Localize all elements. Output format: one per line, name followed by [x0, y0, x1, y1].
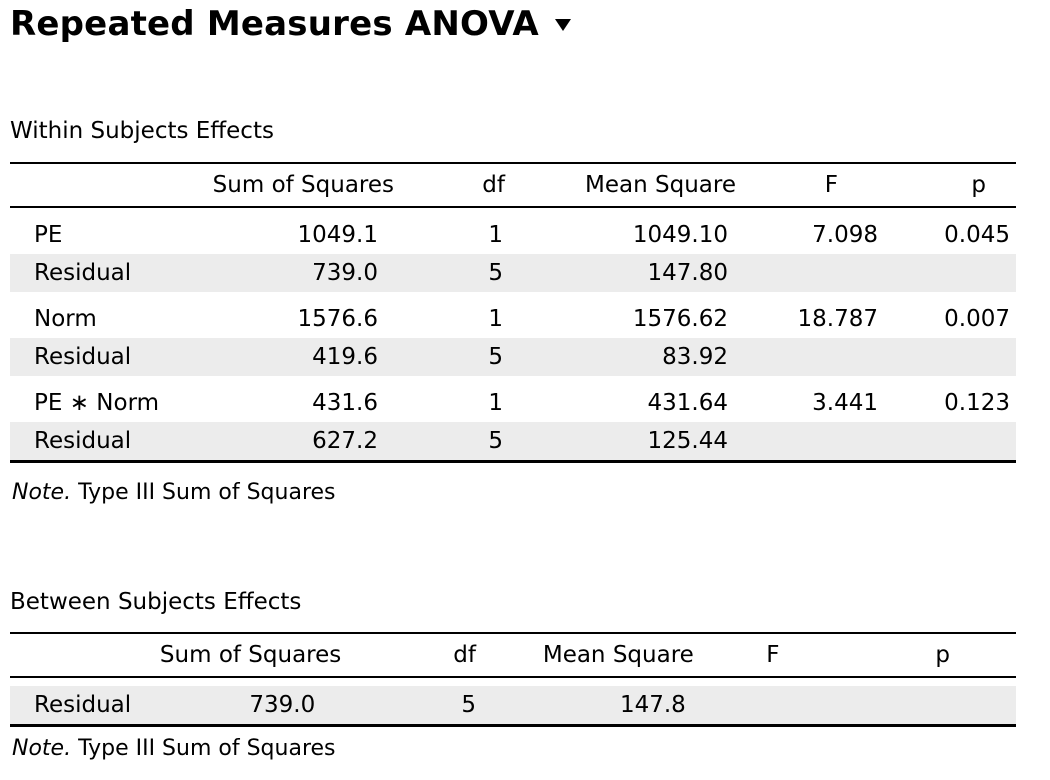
- cell-f: 7.098: [812, 222, 878, 248]
- dropdown-triangle-icon[interactable]: [554, 19, 571, 31]
- title-row: Repeated Measures ANOVA: [10, 2, 571, 46]
- header-mean-square: Mean Square: [475, 632, 694, 678]
- within-table: Sum of Squares df Mean Square F p PE 1049…: [10, 162, 1016, 463]
- cell-p: [878, 338, 1016, 376]
- cell-df: 5: [341, 686, 476, 727]
- table-row: PE ∗ Norm 431.6 1 431.64 3.441 0.123: [10, 384, 1016, 422]
- cell-f: [685, 686, 836, 727]
- cell-ss: 1576.6: [297, 306, 378, 332]
- header-p: p: [878, 162, 1016, 208]
- cell-ss: 419.6: [160, 338, 378, 376]
- cell-f: [728, 254, 878, 292]
- cell-ss: 739.0: [159, 686, 342, 727]
- header-mean-square: Mean Square: [503, 162, 736, 208]
- cell-ms: 1576.62: [632, 306, 728, 332]
- header-case: [10, 162, 160, 208]
- row-spacer: [10, 677, 1016, 686]
- cell-case: PE ∗ Norm: [34, 390, 160, 416]
- cell-p: [835, 686, 1016, 727]
- between-table: Sum of Squares df Mean Square F p Residu…: [10, 632, 1016, 727]
- cell-ss: 739.0: [160, 254, 378, 292]
- table-row: Residual 739.0 5 147.80: [10, 254, 1016, 292]
- cell-p: [878, 254, 1016, 292]
- cell-ms: 125.44: [503, 422, 728, 463]
- header-df: df: [378, 162, 505, 208]
- cell-case: Residual: [10, 254, 160, 292]
- table-row: PE 1049.1 1 1049.10 7.098 0.045: [10, 216, 1016, 254]
- row-spacer: [10, 376, 1016, 384]
- cell-ms: 147.80: [503, 254, 728, 292]
- table-row: Norm 1576.6 1 1576.62 18.787 0.007: [10, 300, 1016, 338]
- cell-ss: 431.6: [312, 390, 378, 416]
- header-case: [10, 632, 160, 678]
- table-row: Residual 627.2 5 125.44: [10, 422, 1016, 463]
- cell-p: 0.123: [944, 390, 1010, 416]
- row-spacer: [10, 292, 1016, 300]
- cell-ms: 1049.10: [632, 222, 728, 248]
- cell-ss: 627.2: [160, 422, 378, 463]
- cell-case: Residual: [10, 686, 160, 727]
- cell-f: [728, 422, 878, 463]
- cell-case: Residual: [10, 338, 160, 376]
- cell-ms: 431.64: [647, 390, 728, 416]
- cell-df: 5: [378, 254, 503, 292]
- cell-case: PE: [34, 222, 63, 248]
- cell-ms: 147.8: [475, 686, 686, 727]
- table-header-row: Sum of Squares df Mean Square F p: [10, 632, 1016, 678]
- cell-df: 1: [488, 306, 503, 332]
- cell-f: 3.441: [812, 390, 878, 416]
- cell-p: 0.045: [944, 222, 1010, 248]
- page-title: Repeated Measures ANOVA: [10, 4, 539, 44]
- within-caption: Within Subjects Effects: [10, 118, 274, 144]
- cell-p: 0.007: [944, 306, 1010, 332]
- between-note: Note. Type III Sum of Squares: [12, 736, 336, 761]
- between-caption: Between Subjects Effects: [10, 589, 302, 615]
- header-f: F: [685, 632, 836, 678]
- cell-ms: 83.92: [503, 338, 728, 376]
- row-spacer: [10, 207, 1016, 216]
- within-note: Note. Type III Sum of Squares: [12, 480, 336, 505]
- cell-df: 1: [488, 222, 503, 248]
- table-row: Residual 419.6 5 83.92: [10, 338, 1016, 376]
- cell-df: 5: [378, 422, 503, 463]
- cell-case: Norm: [34, 306, 97, 332]
- header-f: F: [728, 162, 878, 208]
- cell-df: 1: [488, 390, 503, 416]
- cell-case: Residual: [10, 422, 160, 463]
- cell-ss: 1049.1: [297, 222, 378, 248]
- cell-p: [878, 422, 1016, 463]
- header-df: df: [341, 632, 476, 678]
- header-sum-of-squares: Sum of Squares: [159, 632, 342, 678]
- cell-f: [728, 338, 878, 376]
- cell-f: 18.787: [797, 306, 878, 332]
- table-row: Residual 739.0 5 147.8: [10, 686, 1016, 727]
- header-sum-of-squares: Sum of Squares: [160, 162, 394, 208]
- table-header-row: Sum of Squares df Mean Square F p: [10, 162, 1016, 208]
- cell-df: 5: [378, 338, 503, 376]
- header-p: p: [835, 632, 1016, 678]
